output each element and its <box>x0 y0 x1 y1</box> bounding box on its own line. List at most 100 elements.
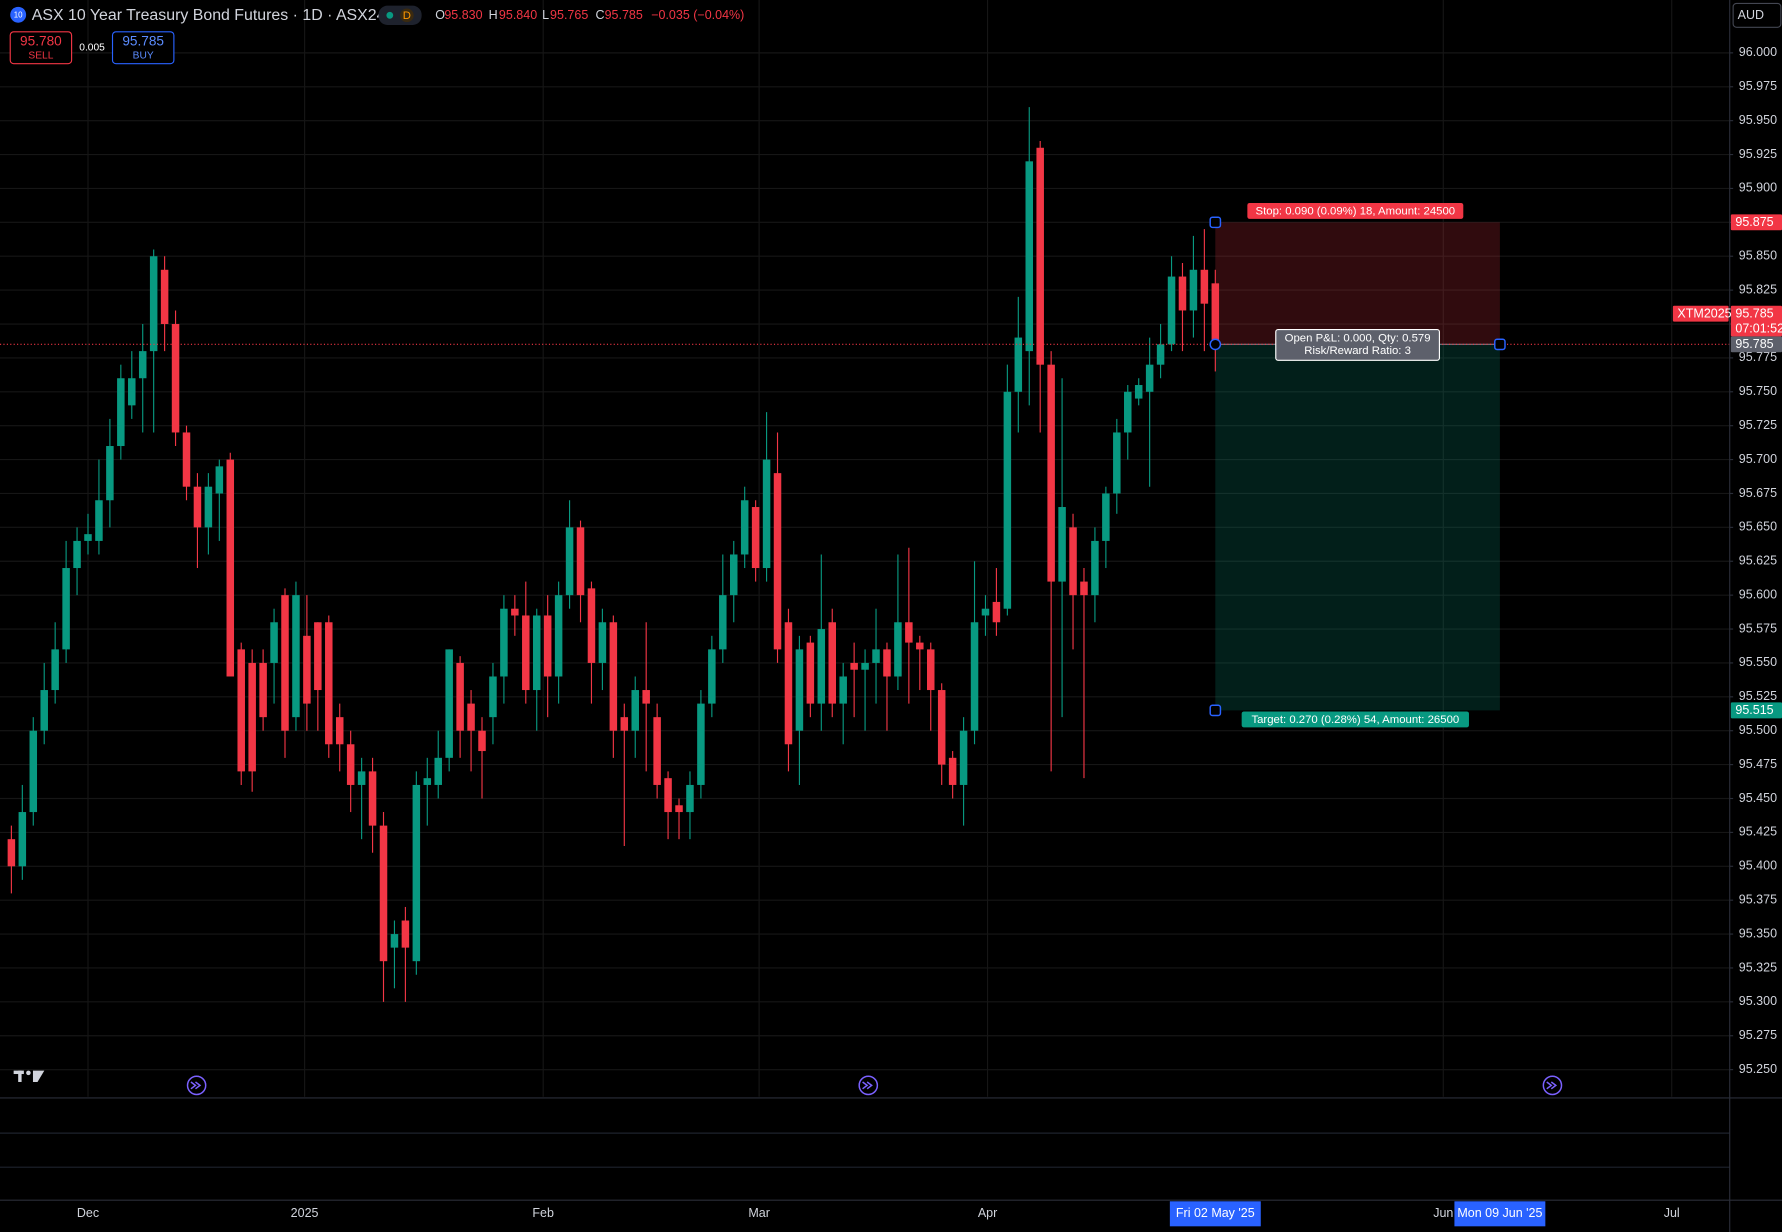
crosshair-label-bg <box>1454 1201 1546 1227</box>
y-tick-label: 95.925 <box>1739 147 1777 161</box>
stop-price-tag-bg <box>1730 214 1782 231</box>
ohlc-value: 95.765 <box>550 8 588 22</box>
candles <box>7 107 1220 1002</box>
x-tick-label: Dec <box>77 1206 99 1220</box>
y-tick-label: 95.350 <box>1739 926 1777 940</box>
y-tick-label: 95.325 <box>1739 960 1777 974</box>
candle-body <box>346 744 355 785</box>
candle-body <box>204 486 213 528</box>
candle-body <box>1080 581 1088 596</box>
candle-body <box>7 839 16 867</box>
candle-body <box>18 812 27 867</box>
replay-icon[interactable] <box>1542 1075 1563 1096</box>
stop-label-bg <box>1247 203 1464 219</box>
logo[interactable] <box>13 1070 45 1082</box>
candle-body <box>456 662 464 731</box>
candle-body <box>576 527 585 596</box>
candle-body <box>719 595 727 650</box>
candle-body <box>729 554 738 596</box>
icon-circle <box>1542 1075 1563 1096</box>
candle-body <box>959 730 968 785</box>
sell-price: 95.780 <box>20 34 62 49</box>
stop-price-tag: 95.875 <box>1735 215 1773 229</box>
candle-body <box>325 622 333 745</box>
symbol-tag: XTM2025 <box>1677 307 1731 321</box>
x-tick-label: Mar <box>748 1206 770 1220</box>
target-label: Target: 0.270 (0.28%) 54, Amount: 26500 <box>1251 714 1459 726</box>
candle-body <box>500 608 508 677</box>
candle-body <box>948 757 957 785</box>
candle-body <box>128 378 136 406</box>
logo-part <box>26 1070 31 1076</box>
sell-button[interactable] <box>9 31 73 65</box>
y-tick-label: 95.275 <box>1739 1028 1777 1042</box>
y-tick-label: 95.500 <box>1739 723 1777 737</box>
pnl-label: Open P&L: 0.000, Qty: 0.579 <box>1285 333 1431 345</box>
y-tick-label: 95.700 <box>1739 452 1777 466</box>
candle-body <box>883 649 891 677</box>
symbol-badge <box>10 6 27 23</box>
candle-body <box>937 690 946 765</box>
entry-price-tag: 95.785 <box>1735 337 1773 351</box>
candle-body <box>1211 283 1220 345</box>
stop-zone <box>1215 222 1500 345</box>
candle-body <box>653 717 661 785</box>
candle-body <box>259 662 267 718</box>
candle-body <box>303 635 311 704</box>
candle-body <box>1124 391 1132 433</box>
buy-button[interactable] <box>111 31 175 65</box>
logo-part <box>18 1070 22 1082</box>
y-tick-label: 95.375 <box>1739 892 1777 906</box>
ohlc-value: 95.840 <box>499 8 537 22</box>
y-tick-label: 95.750 <box>1739 384 1777 398</box>
candle-body <box>423 778 432 785</box>
candle-body <box>314 622 322 691</box>
candle-body <box>587 588 596 663</box>
candle-body <box>1003 391 1012 609</box>
y-tick-label: 95.625 <box>1739 554 1777 568</box>
logo-part <box>32 1070 45 1082</box>
candle-body <box>379 825 388 962</box>
position-zones <box>1215 222 1500 711</box>
x-tick-label: Jul <box>1664 1206 1680 1220</box>
y-tick-label: 95.650 <box>1739 520 1777 534</box>
icon-circle <box>858 1075 879 1096</box>
currency: AUD <box>1738 8 1764 22</box>
pnl-box <box>1275 329 1440 361</box>
replay-icon[interactable] <box>858 1075 879 1096</box>
market-status-dot <box>386 11 394 19</box>
candle-body <box>237 649 245 772</box>
currency-button[interactable] <box>1732 2 1782 28</box>
ohlc-value: 95.785 <box>605 8 643 22</box>
replay-icon[interactable] <box>186 1075 207 1096</box>
y-tick-label: 95.550 <box>1739 655 1777 669</box>
target-zone <box>1215 344 1500 711</box>
target-label-bg <box>1241 711 1469 728</box>
candle-body <box>554 595 563 677</box>
x-tick-label: Feb <box>532 1206 554 1220</box>
candle-body <box>171 324 180 433</box>
candle-body <box>1189 269 1198 311</box>
candle-body <box>543 615 552 677</box>
candle-body <box>784 622 793 745</box>
candle-body <box>806 642 815 704</box>
candle-body <box>1156 344 1165 365</box>
y-tick-label: 95.425 <box>1739 825 1777 839</box>
candle-body <box>478 730 486 752</box>
candle-body <box>795 649 804 731</box>
buy-price: 95.785 <box>122 34 164 49</box>
countdown-tag: 07:01:52 <box>1735 321 1782 335</box>
target-price-tag-bg <box>1730 702 1782 719</box>
symbol-title: ASX 10 Year Treasury Bond Futures · 1D ·… <box>32 7 386 24</box>
y-tick-label: 95.975 <box>1739 79 1777 93</box>
candle-body <box>138 351 147 379</box>
x-tick-label: 2025 <box>291 1206 319 1220</box>
ohlc-value: 95.830 <box>444 8 482 22</box>
candle-body <box>861 662 869 670</box>
candle-body <box>1014 337 1023 392</box>
y-tick-label: 95.600 <box>1739 587 1777 601</box>
ohlc-label: O <box>435 8 445 22</box>
y-tick-label: 95.850 <box>1739 249 1777 263</box>
candle-body <box>839 676 847 704</box>
candle-body <box>149 256 158 352</box>
